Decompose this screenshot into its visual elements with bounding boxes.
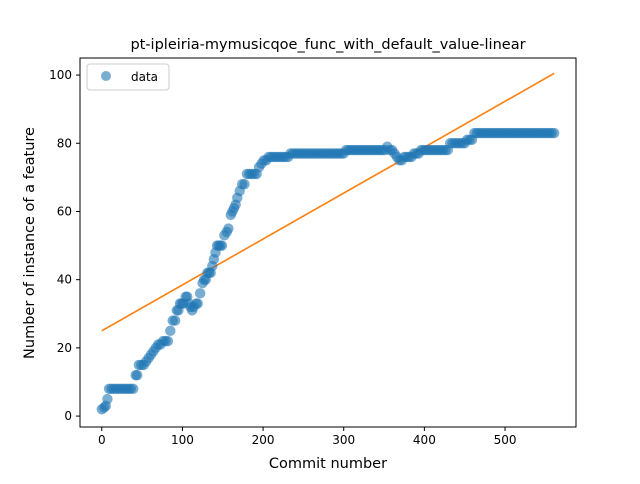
data-point — [223, 223, 233, 233]
data-point — [132, 370, 142, 380]
data-point — [193, 298, 203, 308]
plot-area — [80, 58, 576, 427]
x-tick-label: 500 — [494, 433, 517, 447]
data-point — [239, 179, 249, 189]
x-tick-label: 400 — [413, 433, 436, 447]
x-axis-label: Commit number — [269, 456, 387, 472]
data-point — [128, 384, 138, 394]
y-axis-label: Number of instance of a feature — [22, 127, 38, 359]
data-point — [549, 128, 559, 138]
y-tick-label: 80 — [57, 136, 72, 150]
data-point — [165, 326, 175, 336]
y-tick-label: 100 — [49, 68, 72, 82]
data-point — [163, 336, 173, 346]
data-point — [102, 394, 112, 404]
data-point — [170, 315, 180, 325]
chart-title: pt-ipleiria-mymusicqoe_func_with_default… — [130, 37, 525, 53]
x-tick-label: 200 — [252, 433, 275, 447]
legend-marker-data — [101, 71, 111, 81]
data-point — [217, 240, 227, 250]
data-point — [195, 288, 205, 298]
legend: data — [87, 64, 169, 90]
y-tick-label: 40 — [57, 273, 72, 287]
y-tick-label: 20 — [57, 341, 72, 355]
y-tick-label: 0 — [64, 409, 72, 423]
x-tick-label: 300 — [332, 433, 355, 447]
axes: 0 100 200 300 400 500 0 20 40 60 80 100 — [49, 58, 576, 447]
y-tick-label: 60 — [57, 204, 72, 218]
x-tick-label: 0 — [98, 433, 106, 447]
legend-label-data: data — [131, 70, 158, 84]
x-tick-label: 100 — [171, 433, 194, 447]
